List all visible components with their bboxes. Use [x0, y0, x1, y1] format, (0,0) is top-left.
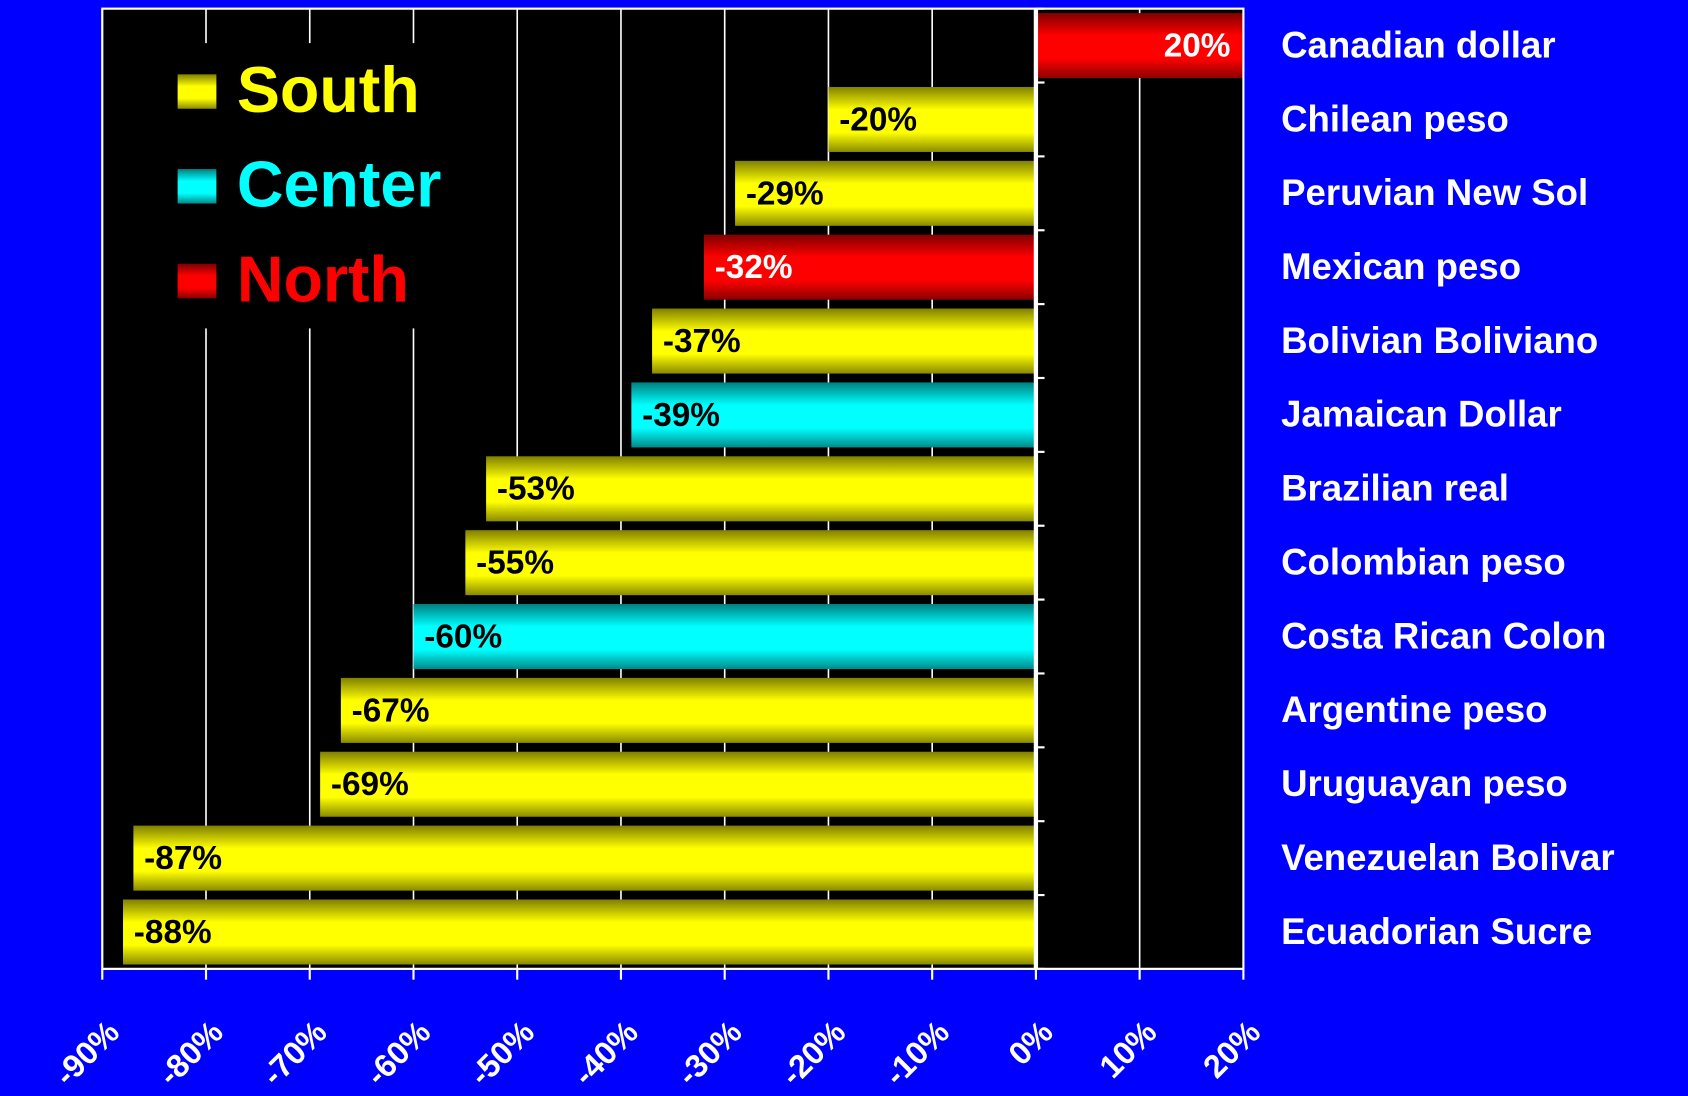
value-label: -87% — [144, 840, 222, 877]
bar — [828, 86, 1036, 152]
bar — [340, 677, 1036, 743]
category-label: Argentine peso — [1281, 689, 1547, 730]
value-label: -37% — [663, 323, 741, 360]
bar — [133, 825, 1036, 891]
legend-swatch — [177, 263, 217, 299]
value-label: -32% — [715, 249, 793, 286]
x-tick-label: 20% — [1196, 1014, 1267, 1085]
bar — [652, 308, 1036, 374]
value-label: -69% — [331, 766, 409, 803]
category-label: Uruguayan peso — [1281, 763, 1568, 804]
plot-border — [101, 7, 1245, 970]
value-label: -39% — [642, 397, 720, 434]
x-tick-label: -40% — [566, 1014, 645, 1093]
x-tick-label: -30% — [670, 1014, 749, 1093]
category-label: Peruvian New Sol — [1281, 172, 1588, 213]
category-label: Bolivian Boliviano — [1281, 320, 1598, 361]
bar — [486, 456, 1036, 522]
legend-swatch — [177, 74, 217, 109]
category-label: Canadian dollar — [1281, 24, 1556, 65]
category-label: Chilean peso — [1281, 98, 1509, 139]
bar — [631, 382, 1036, 448]
bar — [320, 751, 1036, 817]
category-label: Brazilian real — [1281, 468, 1509, 509]
value-label: -88% — [134, 914, 212, 951]
legend-swatch — [177, 169, 217, 204]
legend-label: Center — [237, 149, 442, 221]
bar — [703, 234, 1036, 300]
value-label: -55% — [476, 545, 554, 582]
bar — [123, 899, 1036, 965]
category-label: Ecuadorian Sucre — [1281, 911, 1592, 952]
x-tick-label: -10% — [877, 1014, 956, 1093]
value-label: -29% — [746, 175, 824, 212]
bar — [735, 160, 1036, 226]
category-label: Venezuelan Bolivar — [1281, 837, 1615, 878]
category-label: Costa Rican Colon — [1281, 615, 1606, 656]
value-label: -20% — [839, 101, 917, 138]
x-tick-label: -80% — [151, 1014, 230, 1093]
x-tick-label: 10% — [1092, 1014, 1163, 1085]
x-tick-label: -20% — [774, 1014, 853, 1093]
x-tick-label: -90% — [47, 1014, 126, 1093]
legend-label: North — [237, 243, 409, 315]
x-tick-label: -60% — [359, 1014, 438, 1093]
bar — [413, 604, 1036, 670]
bar — [1035, 13, 1244, 79]
x-tick-label: -70% — [255, 1014, 334, 1093]
bar — [465, 530, 1036, 596]
x-tick-label: 0% — [1001, 1014, 1059, 1072]
legend-label: South — [237, 54, 420, 126]
category-label: Colombian peso — [1281, 541, 1566, 582]
x-tick-label: -50% — [462, 1014, 541, 1093]
category-label: Mexican peso — [1281, 246, 1521, 287]
value-label: -67% — [352, 692, 430, 729]
value-label: 20% — [1164, 28, 1231, 65]
category-label: Jamaican Dollar — [1281, 394, 1562, 435]
value-label: -60% — [424, 618, 502, 655]
value-label: -53% — [497, 471, 575, 508]
